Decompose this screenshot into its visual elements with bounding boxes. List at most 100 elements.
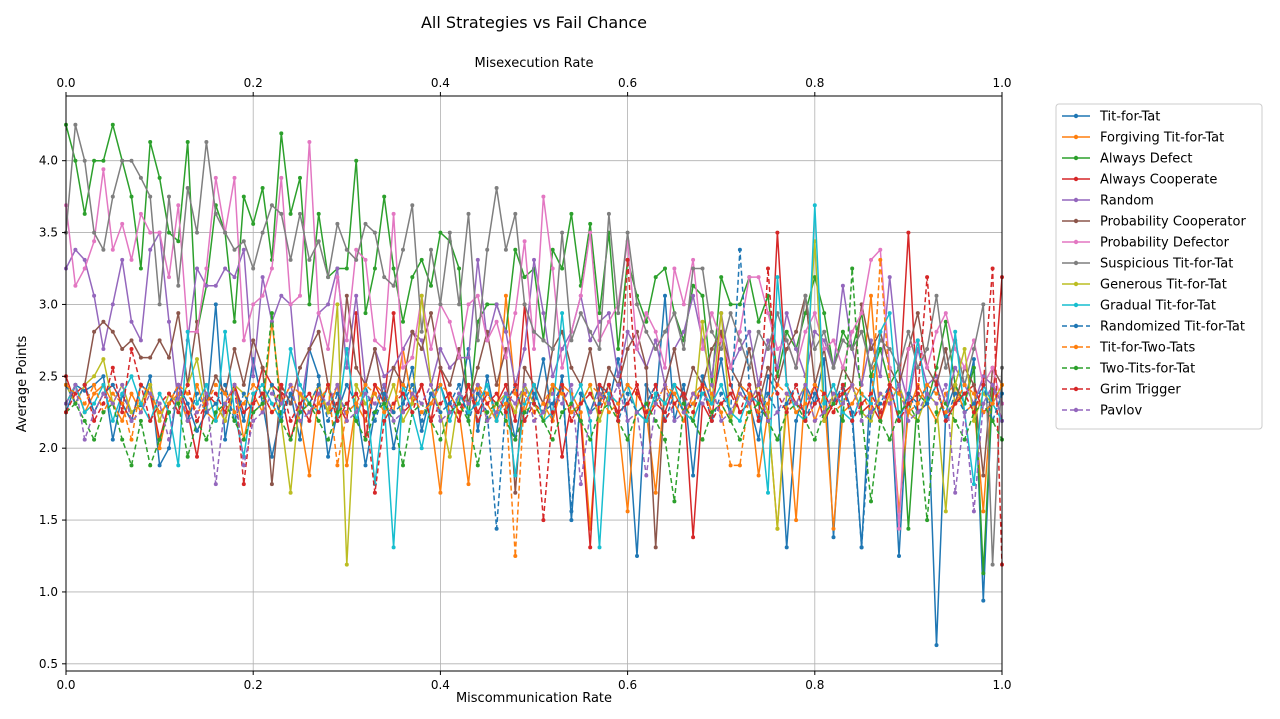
data-point <box>363 391 368 396</box>
data-point <box>176 410 181 415</box>
legend-marker <box>1073 113 1079 119</box>
legend-marker <box>1073 365 1079 371</box>
data-point <box>503 418 508 423</box>
data-point <box>906 329 911 334</box>
legend-marker <box>1073 134 1079 140</box>
data-point <box>709 410 714 415</box>
data-point <box>485 418 490 423</box>
data-point <box>981 571 986 576</box>
data-point <box>625 391 630 396</box>
data-point <box>316 401 321 406</box>
data-point <box>372 338 377 343</box>
data-point <box>326 401 331 406</box>
legend-item: Generous Tit-for-Tat <box>1062 278 1227 293</box>
data-point <box>906 391 911 396</box>
data-point <box>906 526 911 531</box>
data-point <box>850 347 855 351</box>
series-layer <box>64 122 1004 648</box>
data-point <box>644 418 649 423</box>
data-point <box>700 437 705 442</box>
data-point <box>803 401 808 406</box>
data-point <box>541 418 546 423</box>
data-point <box>466 211 471 216</box>
data-point <box>878 374 883 379</box>
data-point <box>260 186 265 190</box>
data-point <box>82 266 87 271</box>
data-point <box>288 437 293 442</box>
data-point <box>382 401 387 406</box>
data-point <box>887 275 892 280</box>
data-point <box>812 311 817 316</box>
data-point <box>653 418 658 423</box>
data-point <box>691 473 696 478</box>
data-point <box>737 391 742 396</box>
data-point <box>298 175 302 180</box>
data-point <box>663 365 667 370</box>
data-point <box>681 391 686 396</box>
top-tick-label: 0.2 <box>244 76 263 90</box>
data-point <box>101 374 106 379</box>
data-point <box>953 418 958 423</box>
data-point <box>971 482 976 487</box>
data-point <box>363 463 368 468</box>
data-point <box>401 401 405 406</box>
data-point <box>232 418 237 423</box>
data-point <box>532 391 536 396</box>
data-point <box>691 535 696 540</box>
data-point <box>803 382 808 387</box>
data-point <box>185 418 190 423</box>
legend-item: Randomized Tit-for-Tat <box>1062 320 1245 335</box>
data-point <box>110 122 115 127</box>
data-point <box>635 554 639 558</box>
data-point <box>962 347 967 351</box>
data-point <box>606 319 611 324</box>
data-point <box>241 410 246 415</box>
data-point <box>73 283 78 288</box>
data-point <box>812 382 817 387</box>
data-point <box>550 347 555 351</box>
data-point <box>110 365 115 370</box>
data-point <box>138 266 143 271</box>
data-point <box>120 257 125 262</box>
data-point <box>354 382 359 387</box>
data-point <box>869 365 873 370</box>
data-point <box>344 266 349 271</box>
axis-ticks: 0.0 0.0 0.2 0.2 0.4 0.4 0.6 0.6 0.8 0.8 1.0 1.0 0.5 1… <box>39 76 1012 692</box>
data-point <box>869 257 873 262</box>
data-point <box>138 338 143 343</box>
data-point <box>288 211 293 216</box>
data-point <box>148 140 153 144</box>
data-point <box>850 382 855 387</box>
data-point <box>269 391 274 396</box>
data-point <box>279 382 284 387</box>
data-point <box>606 410 611 415</box>
data-point <box>747 275 752 280</box>
data-point <box>429 347 433 351</box>
data-point <box>419 382 424 387</box>
data-point <box>167 319 171 324</box>
legend-label: Probability Cooperator <box>1100 215 1246 230</box>
data-point <box>101 158 106 163</box>
data-point <box>110 302 115 307</box>
data-point <box>475 418 480 423</box>
data-point <box>513 554 518 558</box>
data-point <box>691 283 696 288</box>
legend-label: Tit-for-Tat <box>1099 110 1160 125</box>
x-tick-label: 0.6 <box>618 678 637 692</box>
legend-marker <box>1073 386 1079 392</box>
data-point <box>794 410 799 415</box>
data-point <box>298 391 302 396</box>
top-tick-label: 0.8 <box>805 76 824 90</box>
data-point <box>644 311 649 316</box>
data-point <box>691 401 696 406</box>
data-point <box>560 230 565 235</box>
data-point <box>794 347 799 351</box>
data-point <box>672 391 677 396</box>
data-point <box>494 382 499 387</box>
data-point <box>513 410 518 415</box>
data-point <box>775 410 780 415</box>
data-point <box>241 437 246 442</box>
data-point <box>812 347 817 351</box>
data-point <box>869 418 873 423</box>
data-point <box>663 293 667 298</box>
